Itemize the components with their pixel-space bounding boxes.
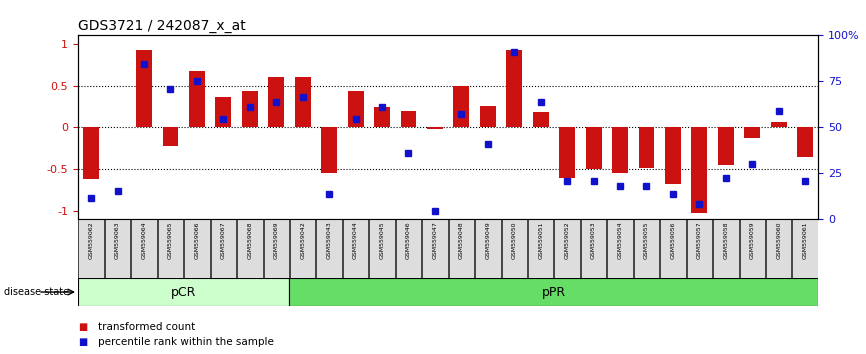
Text: GSM559063: GSM559063 [115, 221, 120, 259]
Text: pPR: pPR [542, 286, 566, 298]
Text: pCR: pCR [171, 286, 197, 298]
FancyBboxPatch shape [528, 219, 553, 278]
FancyBboxPatch shape [713, 219, 739, 278]
Bar [507, 50, 522, 127]
FancyBboxPatch shape [501, 219, 527, 278]
Bar [163, 127, 178, 146]
FancyBboxPatch shape [581, 219, 606, 278]
Bar [347, 91, 364, 127]
Text: GSM559060: GSM559060 [776, 221, 781, 259]
Text: GSM559055: GSM559055 [644, 221, 649, 259]
FancyBboxPatch shape [289, 278, 818, 306]
Bar [718, 127, 734, 165]
Text: GSM559069: GSM559069 [274, 221, 279, 259]
Text: GSM559046: GSM559046 [406, 221, 411, 259]
Bar [480, 106, 495, 127]
FancyBboxPatch shape [370, 219, 395, 278]
Text: GSM559056: GSM559056 [670, 221, 675, 259]
Text: GSM559061: GSM559061 [803, 221, 808, 259]
Bar [798, 127, 813, 157]
Text: GSM559047: GSM559047 [432, 221, 437, 259]
FancyBboxPatch shape [396, 219, 421, 278]
FancyBboxPatch shape [475, 219, 501, 278]
Text: GSM559042: GSM559042 [301, 221, 305, 259]
FancyBboxPatch shape [449, 219, 474, 278]
Text: GSM559068: GSM559068 [248, 221, 252, 259]
Text: GSM559050: GSM559050 [512, 221, 517, 259]
FancyBboxPatch shape [237, 219, 262, 278]
Text: GSM559044: GSM559044 [353, 221, 359, 259]
Bar [216, 97, 231, 127]
FancyBboxPatch shape [78, 278, 289, 306]
FancyBboxPatch shape [263, 219, 289, 278]
FancyBboxPatch shape [343, 219, 368, 278]
Text: GDS3721 / 242087_x_at: GDS3721 / 242087_x_at [78, 19, 246, 33]
Text: GSM559065: GSM559065 [168, 221, 173, 259]
Bar [374, 107, 390, 127]
Text: GSM559053: GSM559053 [591, 221, 596, 259]
Bar [242, 91, 258, 127]
FancyBboxPatch shape [316, 219, 342, 278]
Text: GSM559048: GSM559048 [459, 221, 464, 259]
FancyBboxPatch shape [184, 219, 210, 278]
Bar [401, 111, 417, 127]
Bar [665, 127, 681, 184]
Bar [321, 127, 337, 173]
Bar [136, 50, 152, 127]
Text: GSM559057: GSM559057 [697, 221, 701, 259]
Text: GSM559066: GSM559066 [195, 221, 199, 259]
Bar [189, 72, 205, 127]
Text: GSM559058: GSM559058 [723, 221, 728, 259]
Bar [744, 127, 760, 138]
Bar [268, 77, 284, 127]
Text: GSM559064: GSM559064 [141, 221, 146, 259]
FancyBboxPatch shape [554, 219, 580, 278]
Bar [294, 77, 311, 127]
FancyBboxPatch shape [79, 219, 104, 278]
Text: ■: ■ [78, 337, 87, 347]
Bar [533, 112, 549, 127]
Bar [771, 121, 786, 127]
Text: GSM559052: GSM559052 [565, 221, 570, 259]
Text: GSM559054: GSM559054 [617, 221, 623, 259]
FancyBboxPatch shape [290, 219, 315, 278]
Text: GSM559067: GSM559067 [221, 221, 226, 259]
Text: disease state: disease state [4, 287, 69, 297]
Bar [585, 127, 602, 169]
FancyBboxPatch shape [132, 219, 157, 278]
FancyBboxPatch shape [423, 219, 448, 278]
Text: GSM559045: GSM559045 [379, 221, 385, 259]
Bar [83, 127, 99, 179]
FancyBboxPatch shape [740, 219, 765, 278]
FancyBboxPatch shape [766, 219, 792, 278]
FancyBboxPatch shape [634, 219, 659, 278]
Text: GSM559043: GSM559043 [326, 221, 332, 259]
Bar [638, 127, 655, 167]
FancyBboxPatch shape [210, 219, 236, 278]
FancyBboxPatch shape [687, 219, 712, 278]
Bar [454, 86, 469, 127]
FancyBboxPatch shape [660, 219, 686, 278]
FancyBboxPatch shape [607, 219, 633, 278]
Bar [427, 127, 443, 129]
Text: GSM559051: GSM559051 [538, 221, 543, 259]
Text: GSM559049: GSM559049 [485, 221, 490, 259]
Bar [612, 127, 628, 173]
Text: ■: ■ [78, 322, 87, 332]
FancyBboxPatch shape [158, 219, 184, 278]
Bar [691, 127, 708, 213]
Text: GSM559062: GSM559062 [88, 221, 94, 259]
Text: GSM559059: GSM559059 [750, 221, 755, 259]
FancyBboxPatch shape [105, 219, 130, 278]
Bar [559, 127, 575, 178]
FancyBboxPatch shape [792, 219, 818, 278]
Text: percentile rank within the sample: percentile rank within the sample [98, 337, 274, 347]
Text: transformed count: transformed count [98, 322, 195, 332]
